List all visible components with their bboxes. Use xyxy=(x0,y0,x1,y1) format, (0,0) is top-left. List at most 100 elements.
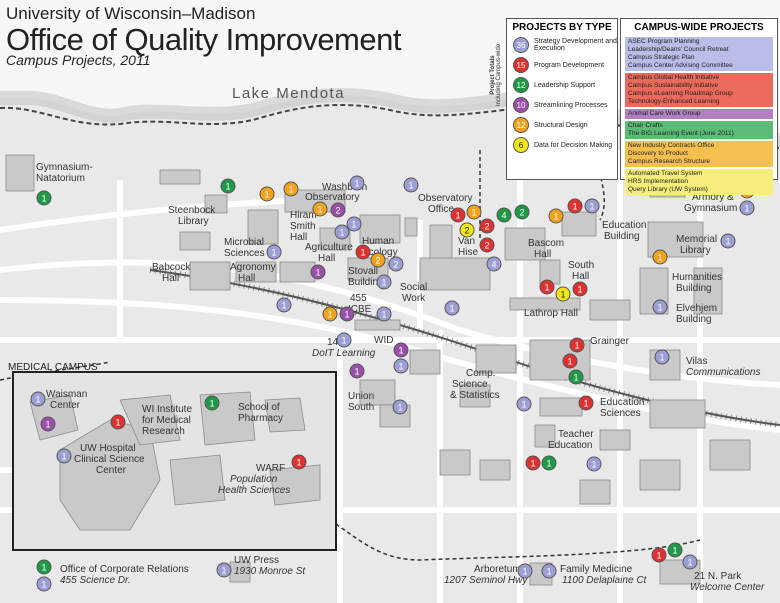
project-marker[interactable]: 1 xyxy=(652,249,668,265)
marker-circle xyxy=(30,391,46,407)
marker-count: 1 xyxy=(725,237,730,247)
project-marker[interactable]: 4 xyxy=(486,256,502,272)
place-label: WARF xyxy=(256,463,285,474)
project-marker[interactable]: 1 xyxy=(541,563,557,579)
project-marker[interactable]: 2 xyxy=(388,256,404,272)
project-marker[interactable]: 1 xyxy=(349,363,365,379)
marker-circle xyxy=(654,349,670,365)
place-label: Van xyxy=(458,236,475,247)
project-marker[interactable]: 1 xyxy=(525,455,541,471)
project-marker[interactable]: 1 xyxy=(283,181,299,197)
project-marker[interactable]: 1 xyxy=(466,204,482,220)
project-marker[interactable]: 1 xyxy=(376,306,392,322)
project-marker[interactable]: 1 xyxy=(322,306,338,322)
marker-count: 1 xyxy=(471,208,476,218)
project-marker[interactable]: 1 xyxy=(586,456,602,472)
marker-count: 1 xyxy=(455,211,460,221)
project-marker[interactable]: 1 xyxy=(572,281,588,297)
place-label: for Medical xyxy=(142,415,191,426)
marker-circle xyxy=(496,207,512,223)
project-marker[interactable]: 1 xyxy=(392,399,408,415)
project-marker[interactable]: 1 xyxy=(30,391,46,407)
project-marker[interactable]: 1 xyxy=(220,178,236,194)
campus-project-item: New Industry Contracts Office xyxy=(628,142,715,149)
project-marker[interactable]: 1 xyxy=(517,563,533,579)
marker-count: 1 xyxy=(398,362,403,372)
project-marker[interactable]: 1 xyxy=(652,299,668,315)
project-marker[interactable]: 1 xyxy=(555,286,571,302)
project-marker[interactable]: 1 xyxy=(339,306,355,322)
project-marker[interactable]: 1 xyxy=(578,395,594,411)
project-marker[interactable]: 1 xyxy=(376,274,392,290)
marker-count: 2 xyxy=(375,256,380,266)
marker-circle xyxy=(514,204,530,220)
project-marker[interactable]: 1 xyxy=(36,559,52,575)
project-marker[interactable]: 1 xyxy=(216,562,232,578)
project-marker[interactable]: 1 xyxy=(516,396,532,412)
project-marker[interactable]: 1 xyxy=(403,177,419,193)
project-marker[interactable]: 1 xyxy=(291,454,307,470)
legend-type-dot: 12 xyxy=(513,117,529,133)
project-marker[interactable]: 1 xyxy=(541,455,557,471)
project-marker[interactable]: 1 xyxy=(393,358,409,374)
project-marker[interactable]: 1 xyxy=(312,201,328,217)
project-marker[interactable]: 1 xyxy=(562,353,578,369)
project-marker[interactable]: 1 xyxy=(567,198,583,214)
place-label: Office xyxy=(428,204,454,215)
project-marker[interactable]: 1 xyxy=(36,576,52,592)
place-label: Vilas xyxy=(686,356,708,367)
place-label: Observatory xyxy=(418,193,472,204)
project-marker[interactable]: 2 xyxy=(479,218,495,234)
project-marker[interactable]: 1 xyxy=(584,198,600,214)
place-label: Library xyxy=(178,216,209,227)
project-marker[interactable]: 4 xyxy=(496,207,512,223)
project-marker[interactable]: 1 xyxy=(349,175,365,191)
university-name: University of Wisconsin–Madison xyxy=(6,4,256,23)
project-marker[interactable]: 1 xyxy=(568,369,584,385)
project-marker[interactable]: 1 xyxy=(204,395,220,411)
project-marker[interactable]: 1 xyxy=(667,542,683,558)
project-marker[interactable]: 1 xyxy=(276,297,292,313)
project-marker[interactable]: 2 xyxy=(514,204,530,220)
project-marker[interactable]: 1 xyxy=(539,279,555,295)
place-label: Smith xyxy=(290,221,316,232)
project-marker[interactable]: 2 xyxy=(330,202,346,218)
project-marker[interactable]: 1 xyxy=(310,264,326,280)
project-marker[interactable]: 1 xyxy=(548,208,564,224)
project-marker[interactable]: 1 xyxy=(682,554,698,570)
project-marker[interactable]: 1 xyxy=(355,244,371,260)
place-label: Social xyxy=(400,282,427,293)
place-label: Humanities xyxy=(672,272,722,283)
marker-count: 4 xyxy=(491,260,496,270)
project-marker[interactable]: 2 xyxy=(459,222,475,238)
marker-count: 1 xyxy=(221,566,226,576)
project-marker[interactable]: 1 xyxy=(444,300,460,316)
marker-circle xyxy=(517,563,533,579)
project-marker[interactable]: 1 xyxy=(450,207,466,223)
project-marker[interactable]: 1 xyxy=(334,224,350,240)
project-marker[interactable]: 1 xyxy=(569,337,585,353)
project-marker[interactable]: 1 xyxy=(393,342,409,358)
project-marker[interactable]: 2 xyxy=(370,252,386,268)
project-marker[interactable]: 1 xyxy=(266,244,282,260)
project-marker[interactable]: 1 xyxy=(56,448,72,464)
project-marker[interactable]: 1 xyxy=(654,349,670,365)
project-marker[interactable]: 1 xyxy=(36,190,52,206)
project-marker[interactable]: 1 xyxy=(346,216,362,232)
project-marker[interactable]: 1 xyxy=(259,186,275,202)
place-label: DoIT Learning xyxy=(312,348,376,359)
project-marker[interactable]: 1 xyxy=(40,416,56,432)
project-marker[interactable]: 1 xyxy=(110,414,126,430)
marker-count: 1 xyxy=(354,367,359,377)
project-marker[interactable]: 2 xyxy=(479,237,495,253)
project-marker[interactable]: 1 xyxy=(720,233,736,249)
place-label: School of xyxy=(238,402,280,413)
project-marker[interactable]: 1 xyxy=(651,547,667,563)
project-marker[interactable]: 1 xyxy=(739,200,755,216)
marker-circle xyxy=(548,208,564,224)
marker-count: 4 xyxy=(501,211,506,221)
marker-count: 1 xyxy=(397,403,402,413)
place-label: Communications xyxy=(686,367,760,378)
project-marker[interactable]: 1 xyxy=(336,332,352,348)
